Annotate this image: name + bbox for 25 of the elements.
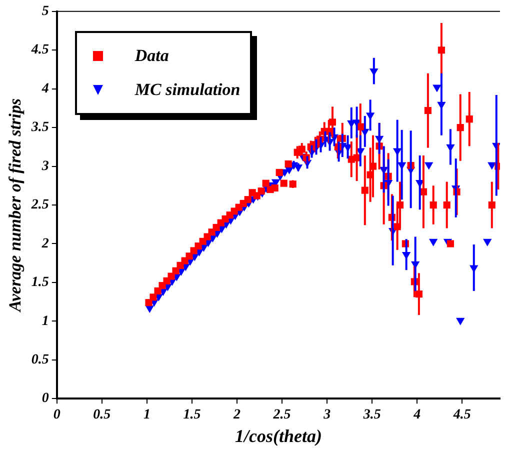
y-tick-label: 1.5 (31, 275, 49, 290)
legend-label: Data (134, 46, 169, 66)
y-tick-label: 0.5 (31, 352, 49, 368)
x-tick-label: 4.5 (452, 408, 471, 423)
y-tick-label: 5 (42, 4, 49, 20)
x-tick-label: 4 (412, 408, 421, 423)
y-tick-label: 4 (40, 81, 49, 96)
y-tick-label: 0 (42, 391, 49, 406)
y-tick-label: 2 (40, 236, 49, 252)
x-tick-label: 2.5 (272, 408, 291, 423)
y-tick-label: 1 (42, 314, 49, 329)
x-axis-title: 1/cos(theta) (234, 426, 322, 446)
y-tick-label: 3.5 (30, 120, 49, 136)
x-tick-label: 3.5 (362, 408, 381, 423)
y-tick-label: 4.5 (30, 42, 49, 58)
legend-label: MC simulation (134, 80, 240, 100)
x-tick-label: 3 (322, 408, 331, 423)
x-tick-label: 0 (53, 408, 60, 423)
y-axis-title: Average number of fired strips (6, 98, 25, 313)
x-tick-label: 0.5 (93, 408, 111, 423)
y-tick-label: 2.5 (30, 198, 49, 213)
x-tick-label: 1 (143, 408, 150, 423)
x-tick-label: 1.5 (183, 408, 201, 423)
x-tick-label: 2 (232, 408, 241, 423)
y-tick-label: 3 (40, 158, 49, 174)
